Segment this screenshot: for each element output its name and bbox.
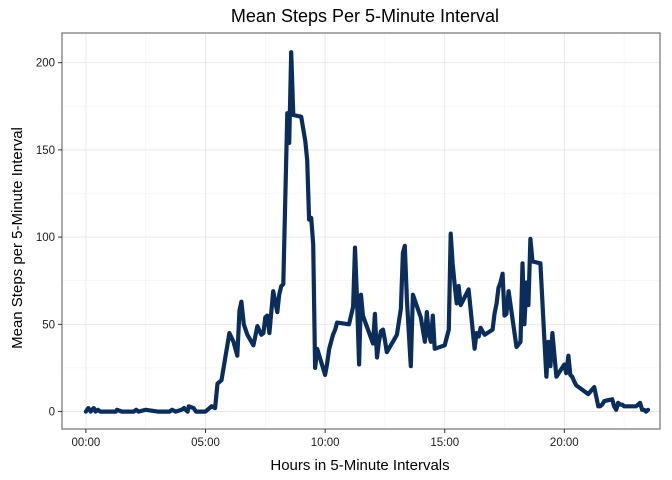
plot-panel-border	[61, 32, 661, 430]
y-tick-label: 150	[36, 145, 55, 157]
x-tick-label: 20:00	[550, 437, 579, 449]
y-tick-label: 50	[42, 319, 55, 331]
y-tick-label: 200	[36, 58, 55, 70]
y-tick-label: 0	[49, 407, 55, 419]
x-tick-label: 05:00	[191, 437, 220, 449]
x-axis-title: Hours in 5-Minute Intervals	[270, 457, 449, 474]
x-tick-label: 00:00	[72, 437, 101, 449]
chart-title: Mean Steps Per 5-Minute Interval	[231, 6, 499, 26]
y-axis-title: Mean Steps per 5-Minute Interval	[9, 127, 26, 349]
y-axis-ticks: 0 50 100 150 200	[36, 58, 62, 419]
x-axis-ticks: 00:00 05:00 10:00 15:00 20:00	[72, 429, 579, 449]
y-tick-label: 100	[36, 232, 55, 244]
x-tick-label: 10:00	[311, 437, 340, 449]
series-line	[83, 50, 651, 414]
x-tick-label: 15:00	[430, 437, 459, 449]
